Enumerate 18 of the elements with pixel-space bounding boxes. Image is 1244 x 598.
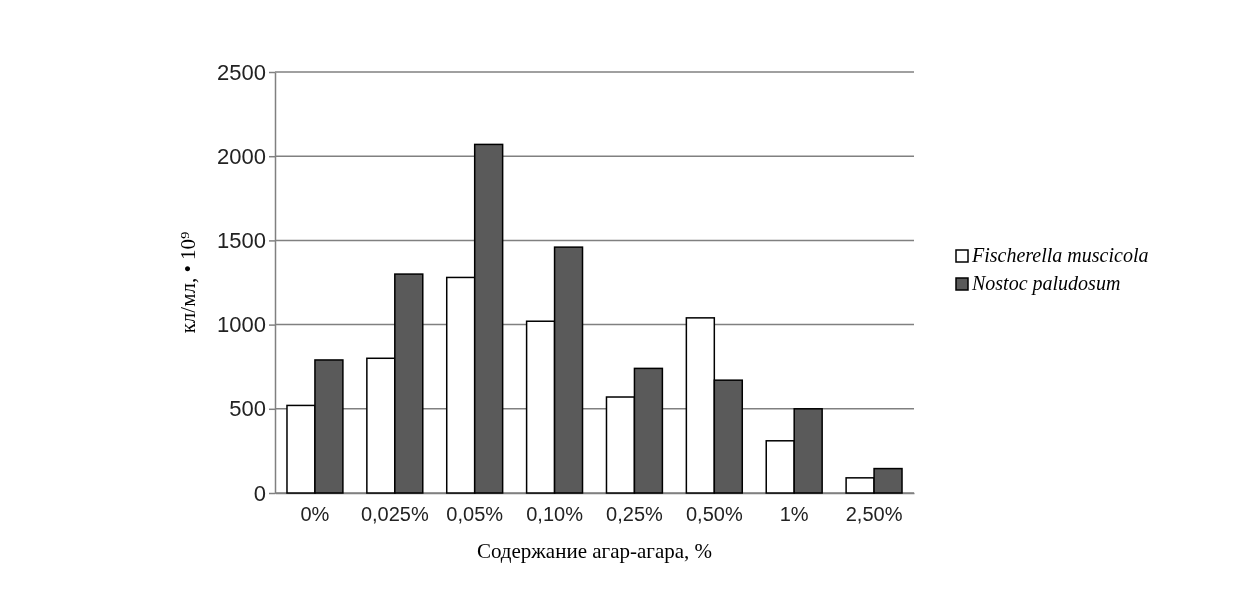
x-tick-label: 0,50% — [685, 503, 743, 526]
y-tick-label: 2000 — [217, 143, 266, 169]
y-tick-label: 1500 — [217, 227, 266, 253]
y-tick-label: 500 — [229, 396, 266, 422]
x-tick-label: 1% — [779, 503, 809, 526]
x-tick-label: 0,10% — [526, 503, 584, 526]
y-tick-label: 0 — [253, 480, 266, 506]
x-tick-label: 0% — [300, 503, 330, 526]
x-tick-label: 0,025% — [360, 503, 429, 526]
x-tick-label: 0,25% — [606, 503, 663, 526]
legend-label: Nostoc paludosum — [971, 272, 1121, 295]
y-tick-label: 2500 — [217, 59, 266, 85]
x-tick-label: 0,05% — [446, 503, 504, 526]
y-tick-label: 1000 — [217, 312, 266, 338]
legend-label: Fischerella muscicola — [971, 244, 1149, 266]
y-axis-title: кл/мл, • 10⁹ — [176, 231, 200, 334]
x-tick-label: 2,50% — [845, 503, 903, 526]
x-axis-title: Содержание агар-агара, % — [476, 539, 713, 563]
